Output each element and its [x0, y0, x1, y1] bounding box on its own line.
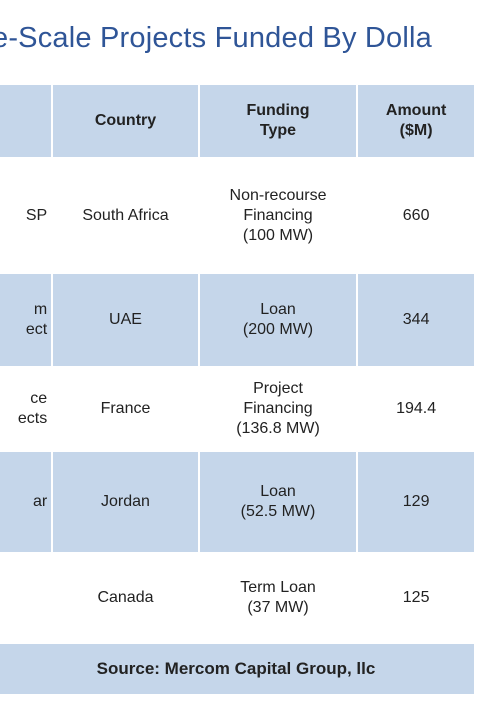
project-line: ce	[30, 390, 48, 407]
funding-line: Financing	[243, 206, 313, 224]
funding-line: Financing	[243, 400, 313, 417]
amount-cell: 344	[356, 272, 476, 368]
table-row: SP South Africa Non-recourse Financing (…	[0, 157, 476, 274]
project-cell: SP	[0, 157, 54, 274]
project-line: ects	[17, 410, 48, 427]
header-amount-line: ($M)	[399, 122, 433, 139]
project-cell: m ect	[0, 272, 54, 368]
header-project	[0, 83, 54, 159]
funding-line: Loan	[260, 483, 296, 500]
page-title: e-Scale Projects Funded By Dolla	[0, 22, 432, 54]
header-funding-line: Type	[259, 122, 297, 139]
country-cell: UAE	[51, 272, 200, 368]
country-cell: Jordan	[51, 450, 200, 554]
header-amount-line: Amount	[385, 102, 447, 119]
funding-line: (136.8 MW)	[236, 420, 320, 437]
amount-cell: 125	[356, 552, 476, 644]
table-row: ce ects France Project Financing (136.8 …	[0, 366, 476, 452]
funding-line: Loan	[260, 301, 296, 318]
table-row: ar Jordan Loan (52.5 MW) 129	[0, 450, 476, 554]
funding-line: (37 MW)	[247, 599, 309, 616]
amount-cell: 660	[356, 157, 476, 274]
funding-line: (52.5 MW)	[240, 503, 316, 520]
table-row: Canada Term Loan (37 MW) 125	[0, 552, 476, 644]
funding-line: (100 MW)	[242, 226, 314, 244]
header-funding-line: Funding	[246, 102, 310, 119]
funding-line: Project	[253, 380, 303, 397]
amount-cell: 129	[356, 450, 476, 554]
funding-cell: Term Loan (37 MW)	[197, 552, 359, 644]
project-cell: ar	[0, 450, 54, 554]
project-cell: ce ects	[0, 366, 54, 452]
funding-cell: Loan (200 MW)	[197, 272, 359, 368]
header-country: Country	[51, 83, 200, 159]
funding-line: (200 MW)	[242, 321, 314, 338]
table-header-row: Country Funding Type Amount ($M)	[0, 83, 476, 159]
country-cell: South Africa	[51, 157, 200, 274]
source-note: Source: Mercom Capital Group, llc	[0, 642, 476, 696]
country-cell: France	[51, 366, 200, 452]
funding-cell: Non-recourse Financing (100 MW)	[197, 157, 359, 274]
funding-line: Term Loan	[240, 579, 316, 596]
source-row: Source: Mercom Capital Group, llc	[0, 642, 476, 696]
funding-table: Country Funding Type Amount ($M) SP Sout…	[0, 83, 476, 696]
header-funding-type: Funding Type	[197, 83, 359, 159]
header-amount: Amount ($M)	[356, 83, 476, 159]
funding-cell: Project Financing (136.8 MW)	[197, 366, 359, 452]
country-cell: Canada	[51, 552, 200, 644]
amount-cell: 194.4	[356, 366, 476, 452]
funding-line: Non-recourse	[229, 186, 327, 204]
project-cell	[0, 552, 54, 644]
project-line: SP	[25, 206, 48, 224]
project-line: ar	[32, 493, 48, 510]
project-line: m	[33, 301, 48, 318]
project-line: ect	[25, 321, 48, 338]
table-row: m ect UAE Loan (200 MW) 344	[0, 272, 476, 368]
funding-cell: Loan (52.5 MW)	[197, 450, 359, 554]
